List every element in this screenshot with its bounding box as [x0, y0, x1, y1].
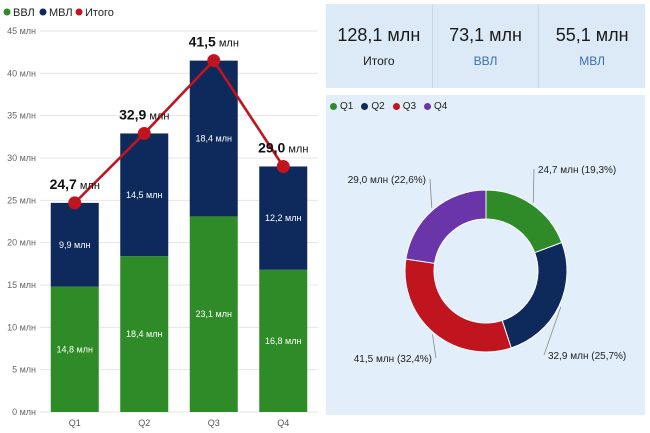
- donut-data-label: 41,5 млн (32,4%): [354, 354, 432, 365]
- total-data-label: 41,5 млн: [189, 34, 239, 50]
- x-tick-label: Q1: [69, 418, 81, 428]
- x-tick-label: Q3: [208, 418, 220, 428]
- donut-panel: Q1 Q2 Q3 Q4 24,7 млн (19,3%) 32,9 млн (25…: [326, 95, 645, 415]
- total-line: [73, 58, 285, 204]
- kpi-mvl-label: МВЛ: [579, 54, 606, 68]
- donut-leader-line: [429, 178, 433, 209]
- legend-dot-icon: [3, 8, 11, 16]
- legend-dot-icon: [75, 8, 83, 16]
- legend-label: Q3: [402, 101, 417, 112]
- x-tick-label: Q2: [138, 418, 150, 428]
- donut-legend-item[interactable]: Q4: [424, 101, 447, 112]
- donut-leader-line: [532, 168, 535, 203]
- donut-slice[interactable]: [485, 189, 563, 254]
- y-tick-label: 0 млн: [12, 407, 36, 417]
- legend-label: Q4: [434, 101, 448, 112]
- bar-data-label: 14,8 млн: [57, 344, 93, 354]
- bar-segment[interactable]: [50, 202, 99, 287]
- y-tick-label: 45 млн: [7, 26, 36, 36]
- kpi-mvl: 55,1 млн МВЛ: [539, 4, 645, 88]
- legend-dot-icon: [392, 103, 400, 110]
- stacked-bar-chart: 0 млн 5 млн 10 млн 15 млн 20 млн 25 млн 30 млн…: [3, 7, 318, 428]
- y-tick-label: 35 млн: [7, 111, 36, 121]
- kpi-vvl-value: 73,1 млн: [449, 25, 522, 45]
- kpi-strip: 128,1 млн Итого 73,1 млн ВВЛ 55,1 млн МВ…: [326, 4, 645, 88]
- kpi-vvl: 73,1 млн ВВЛ: [433, 4, 540, 88]
- legend-label: МВЛ: [49, 7, 73, 19]
- y-tick-label: 10 млн: [7, 322, 36, 332]
- y-tick-label: 5 млн: [12, 365, 36, 375]
- donut-leader-line: [543, 306, 562, 356]
- total-point[interactable]: [276, 159, 290, 173]
- legend-dot-icon: [424, 103, 432, 110]
- donut-slice[interactable]: [501, 241, 568, 349]
- y-tick-label: 40 млн: [7, 68, 36, 78]
- donut-legend-item[interactable]: Q2: [361, 101, 385, 112]
- bar-data-label: 18,4 млн: [196, 134, 232, 144]
- y-tick-label: 20 млн: [7, 238, 36, 248]
- legend-label: ВВЛ: [13, 7, 35, 19]
- bar-segment[interactable]: [259, 166, 308, 270]
- donut-slice[interactable]: [405, 189, 487, 264]
- total-data-label: 29,0 млн: [258, 139, 308, 155]
- bar-data-label: 23,1 млн: [196, 309, 232, 319]
- donut-data-label: 24,7 млн (19,3%): [538, 165, 616, 176]
- bar-data-label: 9,9 млн: [59, 240, 90, 250]
- donut-legend-item[interactable]: Q1: [330, 101, 353, 112]
- total-point[interactable]: [207, 54, 221, 68]
- kpi-total: 128,1 млн Итого: [326, 4, 433, 88]
- bar-segment[interactable]: [50, 286, 99, 412]
- legend-dot-icon: [330, 103, 337, 110]
- donut-chart: 24,7 млн (19,3%) 32,9 млн (25,7%) 41,5 млн…: [348, 165, 627, 365]
- total-point[interactable]: [137, 126, 151, 140]
- donut-slice[interactable]: [404, 258, 512, 353]
- bar-data-label: 18,4 млн: [126, 329, 162, 339]
- legend-label: Q2: [371, 101, 385, 112]
- total-data-label: 24,7 млн: [50, 176, 100, 192]
- bar-data-label: 12,2 млн: [265, 213, 301, 223]
- y-tick-label: 25 млн: [7, 195, 36, 205]
- x-tick-label: Q4: [277, 418, 289, 428]
- donut-leader-line: [432, 334, 437, 359]
- legend-label: Q1: [340, 101, 354, 112]
- y-tick-label: 15 млн: [7, 280, 36, 290]
- kpi-vvl-label: ВВЛ: [473, 54, 498, 68]
- kpi-mvl-value: 55,1 млн: [555, 25, 629, 45]
- bar-segment[interactable]: [120, 133, 169, 257]
- kpi-total-value: 128,1 млн: [337, 25, 421, 45]
- y-tick-label: 30 млн: [7, 153, 36, 163]
- total-data-label: 32,9 млн: [119, 106, 169, 122]
- bar-legend: ВВЛ МВЛ Итого: [3, 7, 114, 19]
- legend-dot-icon: [39, 8, 47, 16]
- donut-legend: Q1 Q2 Q3 Q4: [330, 101, 447, 112]
- legend-label: Итого: [85, 7, 114, 19]
- bar-segment[interactable]: [120, 256, 169, 412]
- bar-segment[interactable]: [259, 269, 308, 412]
- total-point[interactable]: [68, 196, 82, 210]
- bar-segment[interactable]: [189, 216, 238, 412]
- donut-legend-item[interactable]: Q3: [392, 101, 417, 112]
- donut-data-label: 29,0 млн (22,6%): [348, 175, 426, 186]
- bar-data-label: 14,5 млн: [126, 190, 162, 200]
- kpi-total-label: Итого: [363, 54, 395, 68]
- legend-dot-icon: [361, 103, 369, 110]
- donut-data-label: 32,9 млн (25,7%): [548, 351, 626, 362]
- bar-data-label: 16,8 млн: [265, 336, 301, 346]
